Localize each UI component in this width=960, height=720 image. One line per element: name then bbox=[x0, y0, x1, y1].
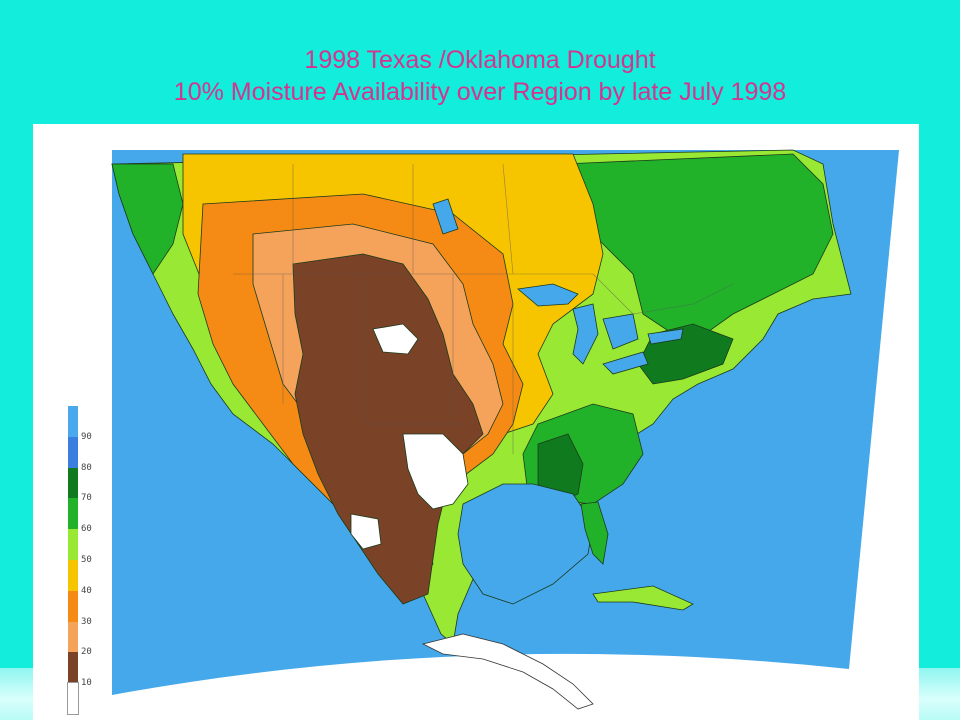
region-green-canada bbox=[562, 153, 834, 340]
legend-tick-label: 10 bbox=[81, 678, 92, 689]
legend-tick-label: 50 bbox=[81, 555, 92, 565]
region-white-colorado bbox=[372, 323, 419, 355]
cuba bbox=[592, 585, 694, 611]
figure-panel: 90 80 70 60 50 40 30 20 10 bbox=[33, 124, 919, 720]
central-america-outline bbox=[421, 633, 594, 710]
border-lines bbox=[233, 163, 734, 454]
region-darkgreen-southeast bbox=[537, 433, 584, 505]
region-white-mexico bbox=[350, 513, 382, 550]
slide-title: 1998 Texas /Oklahoma Drought 10% Moistur… bbox=[0, 44, 960, 108]
legend-tick-label: 80 bbox=[81, 462, 92, 473]
legend-swatch bbox=[68, 498, 78, 530]
title-line-1: 1998 Texas /Oklahoma Drought bbox=[304, 46, 656, 74]
legend-swatch bbox=[68, 590, 78, 622]
legend-tick-label: 30 bbox=[81, 616, 92, 627]
legend-swatch bbox=[68, 467, 78, 499]
moisture-map bbox=[111, 149, 899, 710]
legend-swatch bbox=[68, 621, 78, 653]
legend-swatch bbox=[68, 529, 78, 560]
great-lakes-erie-ontario bbox=[602, 328, 684, 375]
moisture-legend bbox=[67, 406, 79, 715]
legend-swatch bbox=[68, 652, 78, 684]
title-line-2: 10% Moisture Availability over Region by… bbox=[173, 78, 787, 106]
legend-tick-label: 40 bbox=[81, 585, 92, 596]
legend-swatch bbox=[67, 682, 79, 715]
great-lakes-superior bbox=[517, 283, 579, 307]
legend-tick-label: 90 bbox=[81, 431, 92, 442]
legend-swatch bbox=[68, 406, 78, 437]
legend-swatch bbox=[68, 560, 78, 591]
legend-tick-label: 60 bbox=[81, 524, 92, 535]
legend-swatch bbox=[68, 436, 78, 468]
legend-tick-label: 20 bbox=[81, 647, 92, 658]
great-lakes-michigan-huron bbox=[572, 303, 639, 365]
region-green-west-coast bbox=[111, 163, 184, 275]
legend-tick-label: 70 bbox=[81, 493, 92, 504]
region-brown-very-dry bbox=[292, 253, 484, 605]
region-white-texas bbox=[402, 433, 469, 510]
gulf-of-mexico bbox=[457, 483, 594, 605]
lake-winnipeg bbox=[432, 198, 459, 235]
florida bbox=[580, 501, 609, 565]
